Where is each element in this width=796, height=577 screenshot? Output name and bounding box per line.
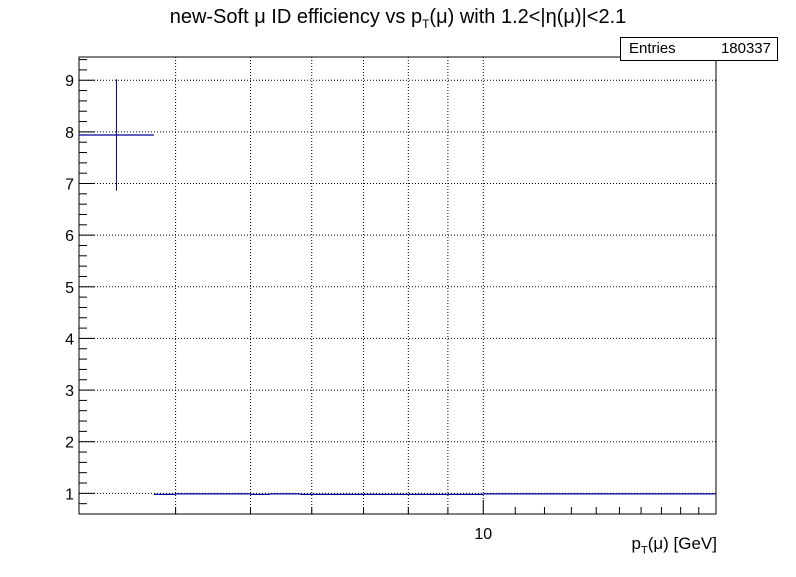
x-axis-label: pT(μ) [GeV] <box>631 534 717 557</box>
y-tick-label: 4 <box>65 331 74 348</box>
chart-title: new-Soft μ ID efficiency vs pT(μ) with 1… <box>169 6 627 31</box>
plot-frame <box>78 56 717 515</box>
stats-box: Entries 180337 <box>620 37 778 61</box>
y-tick-label: 1 <box>65 486 74 503</box>
y-tick-label: 7 <box>65 177 74 194</box>
stats-entries-label: Entries <box>629 40 676 57</box>
x-tick-label: 10 <box>474 526 492 543</box>
y-tick-label: 5 <box>65 280 74 297</box>
y-tick-label: 8 <box>65 125 74 142</box>
y-tick-label: 6 <box>65 228 74 245</box>
y-tick-label: 3 <box>65 383 74 400</box>
stats-entries-value: 180337 <box>720 40 771 57</box>
y-tick-label: 9 <box>65 73 74 90</box>
y-tick-label: 2 <box>65 435 74 452</box>
